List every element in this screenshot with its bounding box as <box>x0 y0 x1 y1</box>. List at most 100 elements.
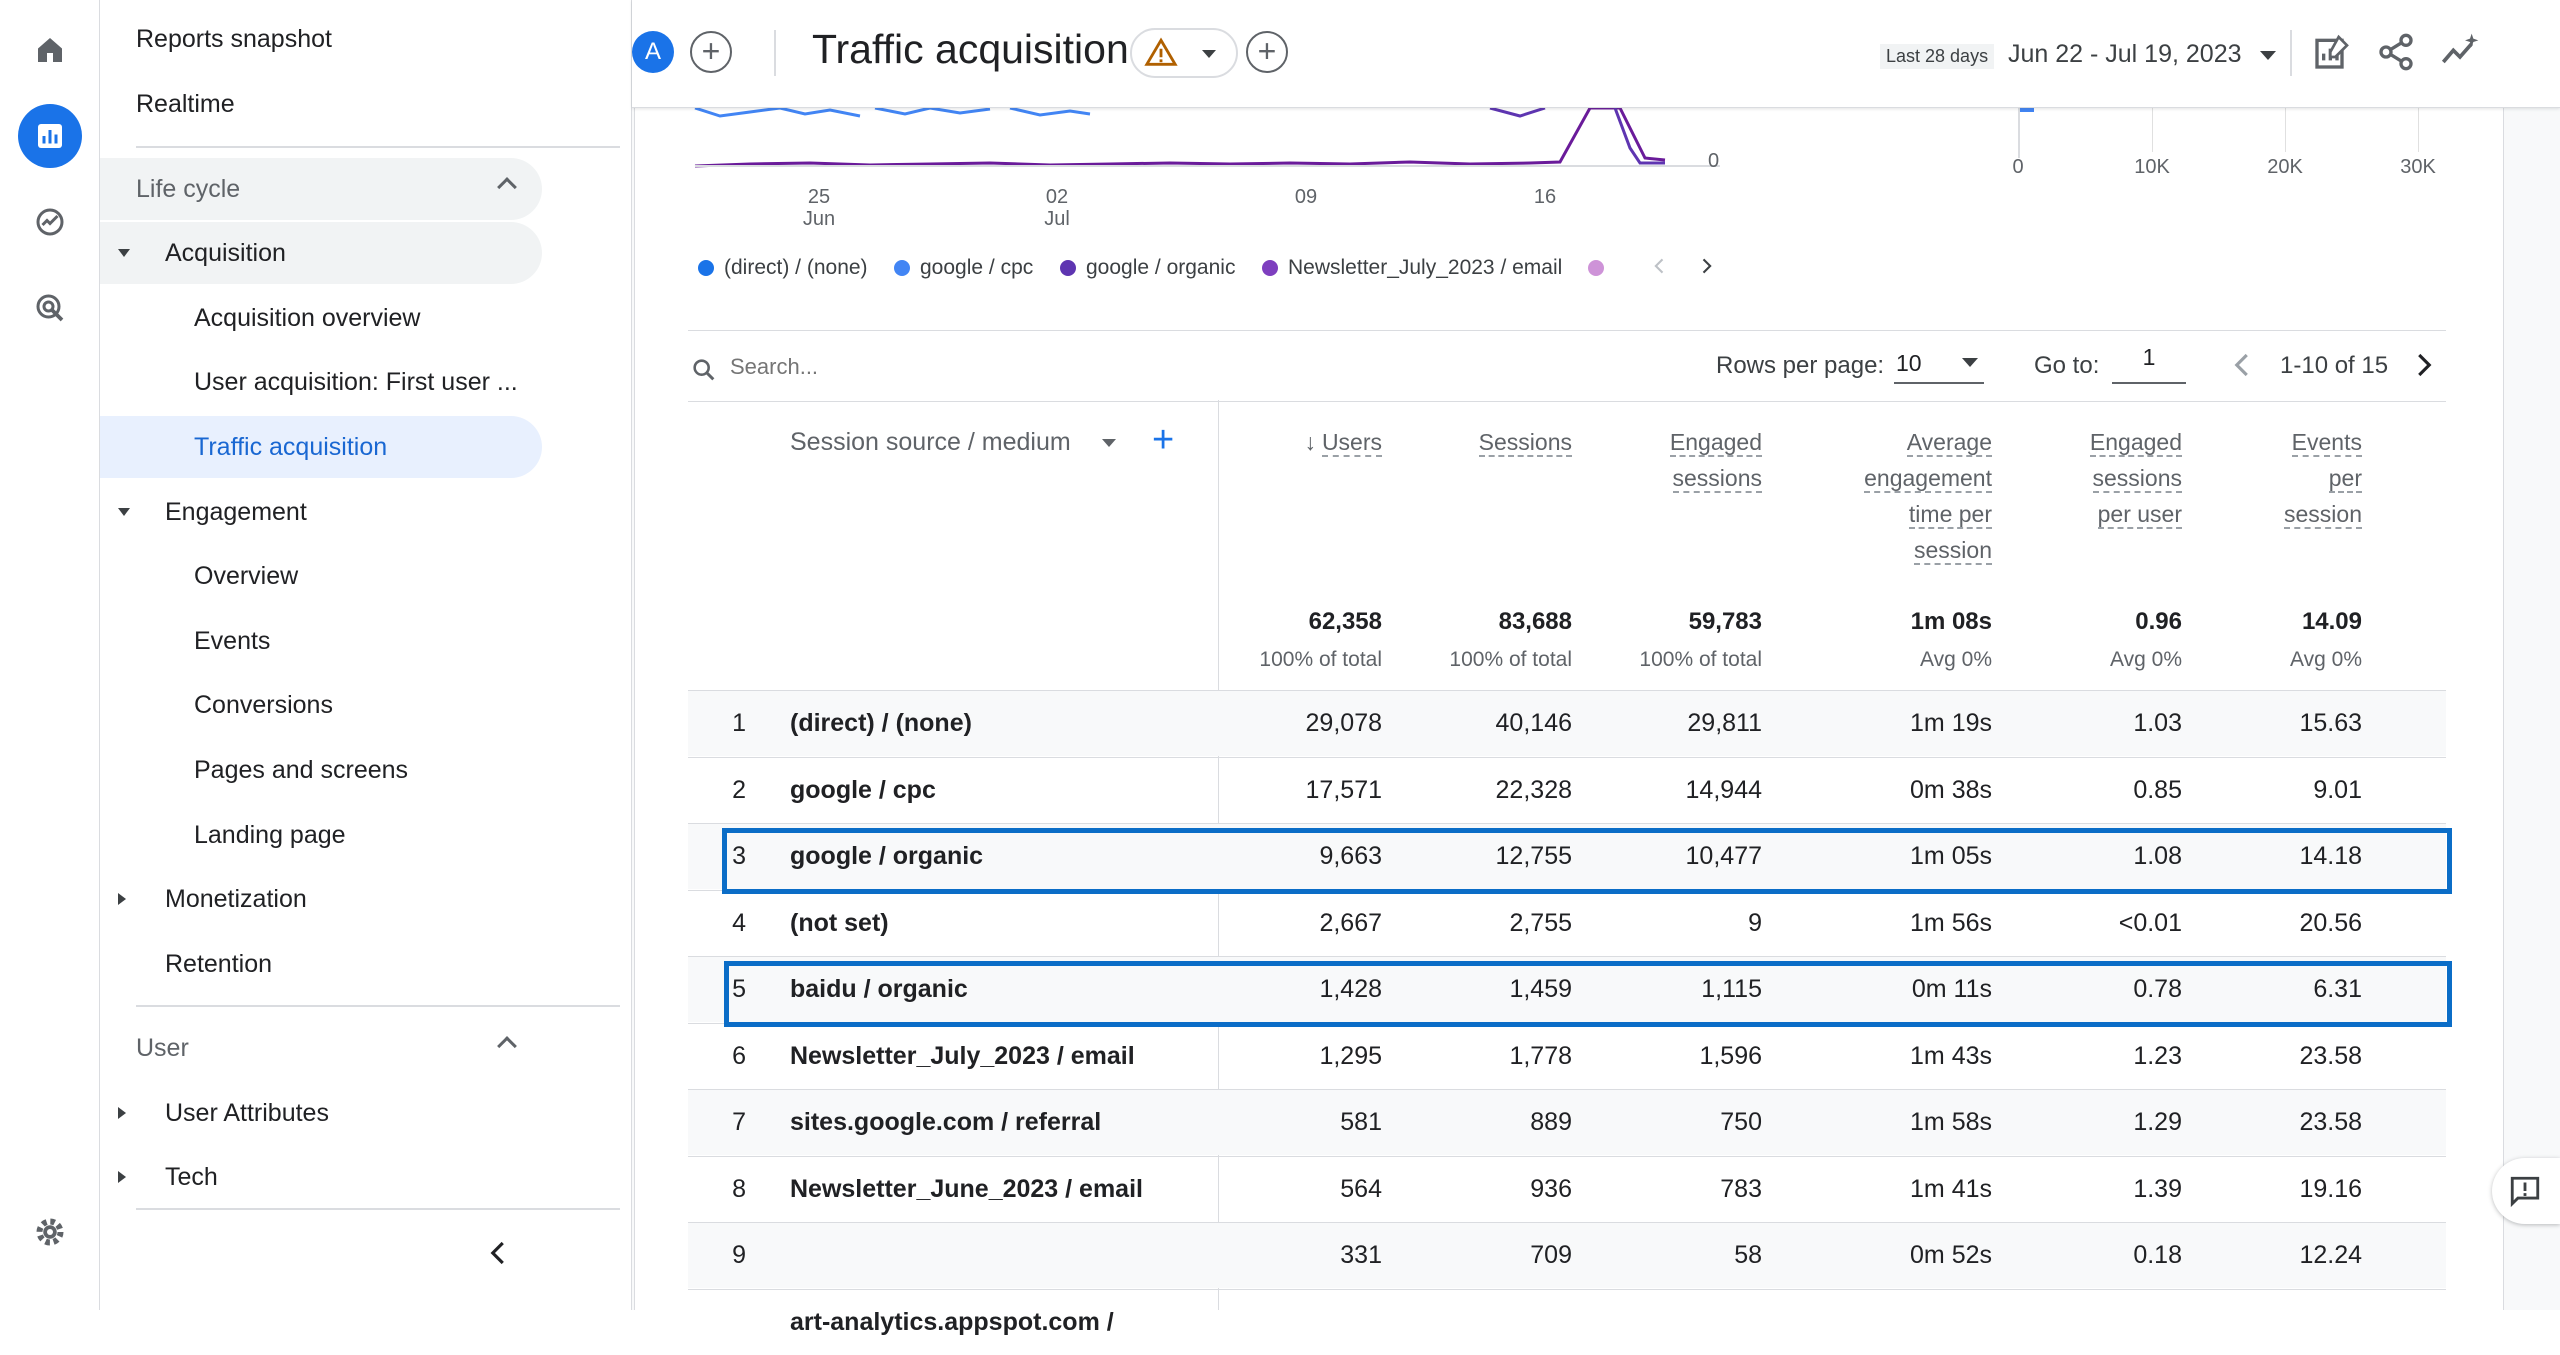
nav-tech[interactable]: Tech <box>100 1146 542 1208</box>
nav-landing-page[interactable]: Landing page <box>194 820 346 849</box>
chevron-right-icon[interactable] <box>2408 350 2438 380</box>
table-row[interactable]: 2 google / cpc 17,571 22,328 14,944 0m 38s 0.8… <box>688 756 2446 823</box>
table-row[interactable]: art-analytics.appspot.com / <box>688 1288 2446 1355</box>
home-icon[interactable] <box>18 18 82 82</box>
dimension-selector[interactable]: Session source / medium <box>790 428 1116 457</box>
nav-group-user[interactable]: User <box>100 1017 542 1079</box>
nav-realtime[interactable]: Realtime <box>136 89 235 118</box>
data-quality-chip[interactable] <box>1130 28 1238 78</box>
chevron-left-icon[interactable] <box>2228 350 2258 380</box>
table-row[interactable]: 4 (not set) 2,667 2,755 9 1m 56s <0.01 20.56 <box>688 889 2446 956</box>
nav-item-label: User Attributes <box>165 1098 329 1127</box>
source-medium-cell[interactable]: Newsletter_July_2023 / email <box>790 1041 1135 1070</box>
nav-item-label: Acquisition <box>165 238 286 267</box>
table-row[interactable]: 9 331 709 58 0m 52s 0.18 12.24 <box>688 1222 2446 1288</box>
nav-pages-and-screens[interactable]: Pages and screens <box>194 755 409 784</box>
nav-user-attributes[interactable]: User Attributes <box>100 1082 542 1144</box>
nav-item-label: Tech <box>165 1162 218 1191</box>
reports-icon[interactable] <box>18 104 82 168</box>
header-text: Users <box>1321 429 1382 457</box>
source-medium-cell[interactable]: baidu / organic <box>790 975 968 1003</box>
collapse-nav-button[interactable] <box>484 1238 514 1268</box>
nav-events[interactable]: Events <box>194 626 271 655</box>
column-header-sessions[interactable]: Sessions <box>1420 424 1572 460</box>
reports-navigation: Reports snapshot Realtime Life cycle Acq… <box>100 0 632 1310</box>
explore-icon[interactable] <box>18 190 82 254</box>
nav-acquisition-overview[interactable]: Acquisition overview <box>194 303 421 332</box>
sessions-cell: 889 <box>1530 1108 1572 1136</box>
feedback-button[interactable] <box>2492 1158 2560 1224</box>
chevron-left-icon[interactable] <box>1650 254 1670 278</box>
header-text: Engaged <box>1669 429 1762 457</box>
chevron-right-icon[interactable] <box>1696 254 1716 278</box>
source-medium-cell[interactable]: google / organic <box>790 842 984 870</box>
nav-conversions[interactable]: Conversions <box>194 690 333 719</box>
nav-retention[interactable]: Retention <box>165 949 273 978</box>
header-text: sessions <box>1672 465 1762 493</box>
legend-label: google / organic <box>1086 256 1236 279</box>
legend-dot <box>1262 260 1278 276</box>
gear-icon[interactable] <box>18 1200 82 1264</box>
column-header-avg-engagement-time[interactable]: Average engagement time per session <box>1780 424 1992 568</box>
nav-overview[interactable]: Overview <box>194 561 299 590</box>
table-row[interactable]: 5 baidu / organic 1,428 1,459 1,115 0m 11s 0.7… <box>688 956 2446 1022</box>
insights-icon[interactable] <box>2440 32 2480 72</box>
add-comparison-button[interactable]: + <box>690 31 732 73</box>
rows-per-page-select[interactable]: 10 <box>1894 346 1984 384</box>
date-range-picker[interactable]: Jun 22 - Jul 19, 2023 <box>2008 40 2277 69</box>
legend-item[interactable]: google / organic <box>1060 256 1235 280</box>
source-medium-cell[interactable]: google / cpc <box>790 775 936 804</box>
table-row[interactable]: 1 (direct) / (none) 29,078 40,146 29,811 1m 1… <box>688 690 2446 756</box>
search-input[interactable] <box>730 348 1330 386</box>
eps-cell: 23.58 <box>2299 1041 2362 1070</box>
legend-item[interactable]: Newsletter_July_2023 / email <box>1262 256 1562 280</box>
epu-cell: 1.39 <box>2133 1174 2182 1203</box>
nav-engagement[interactable]: Engagement <box>100 481 542 543</box>
legend-item[interactable]: (direct) / (none) <box>698 256 868 280</box>
source-medium-cell[interactable]: (not set) <box>790 908 889 937</box>
nav-traffic-acquisition[interactable]: Traffic acquisition <box>100 416 542 478</box>
epu-cell: 1.29 <box>2133 1108 2182 1136</box>
table-row[interactable]: 3 google / organic 9,663 12,755 10,477 1m 05s… <box>688 823 2446 889</box>
header-text: Engaged <box>2089 429 2182 457</box>
total-events-per-session-sub: Avg 0% <box>2290 648 2362 671</box>
share-icon[interactable] <box>2376 32 2416 72</box>
row-number: 1 <box>732 709 746 737</box>
nav-group-lifecycle[interactable]: Life cycle <box>100 158 542 220</box>
add-filter-button[interactable]: + <box>1246 31 1288 73</box>
bar-tick-label: 0 <box>2012 156 2024 178</box>
avg-cell: 1m 05s <box>1910 842 1992 870</box>
table-row[interactable]: 7 sites.google.com / referral 581 889 750 1m … <box>688 1089 2446 1155</box>
column-header-engaged-per-user[interactable]: Engaged sessions per user <box>2020 424 2182 532</box>
header-text: per user <box>2097 501 2182 529</box>
column-header-events-per-session[interactable]: Events per session <box>2200 424 2362 532</box>
table-row[interactable]: 8 Newsletter_June_2023 / email 564 936 783 1m… <box>688 1155 2446 1222</box>
source-medium-cell[interactable]: (direct) / (none) <box>790 709 972 737</box>
nav-acquisition[interactable]: Acquisition <box>100 222 542 284</box>
add-dimension-button[interactable]: + <box>1152 419 1175 461</box>
source-medium-cell[interactable]: sites.google.com / referral <box>790 1108 1102 1136</box>
legend-dot <box>1060 260 1076 276</box>
table-row[interactable]: 6 Newsletter_July_2023 / email 1,295 1,778 1… <box>688 1022 2446 1089</box>
engaged-cell: 10,477 <box>1685 842 1762 870</box>
source-medium-cell[interactable]: art-analytics.appspot.com / <box>790 1307 1114 1336</box>
epu-cell: 0.18 <box>2133 1241 2182 1269</box>
header-text: time per <box>1908 501 1992 529</box>
column-header-users[interactable]: ↓ Users <box>1260 424 1382 460</box>
avg-cell: 1m 56s <box>1910 908 1992 937</box>
goto-page-input[interactable]: 1 <box>2112 344 2186 384</box>
chevron-down-icon <box>1962 358 1978 367</box>
nav-reports-snapshot[interactable]: Reports snapshot <box>136 24 332 53</box>
customize-report-icon[interactable] <box>2312 32 2352 72</box>
eps-cell: 14.18 <box>2299 842 2362 870</box>
advertising-icon[interactable] <box>18 276 82 340</box>
column-header-engaged-sessions[interactable]: Engaged sessions <box>1590 424 1762 496</box>
users-cell: 581 <box>1340 1108 1382 1136</box>
nav-user-acquisition[interactable]: User acquisition: First user ... <box>194 367 518 396</box>
legend-item[interactable]: google / cpc <box>894 256 1033 280</box>
series-line-newsletter <box>694 108 1666 168</box>
source-medium-cell[interactable]: Newsletter_June_2023 / email <box>790 1174 1143 1203</box>
users-cell: 29,078 <box>1305 709 1382 737</box>
nav-monetization[interactable]: Monetization <box>100 868 542 930</box>
comparison-avatar[interactable]: A <box>632 31 674 73</box>
